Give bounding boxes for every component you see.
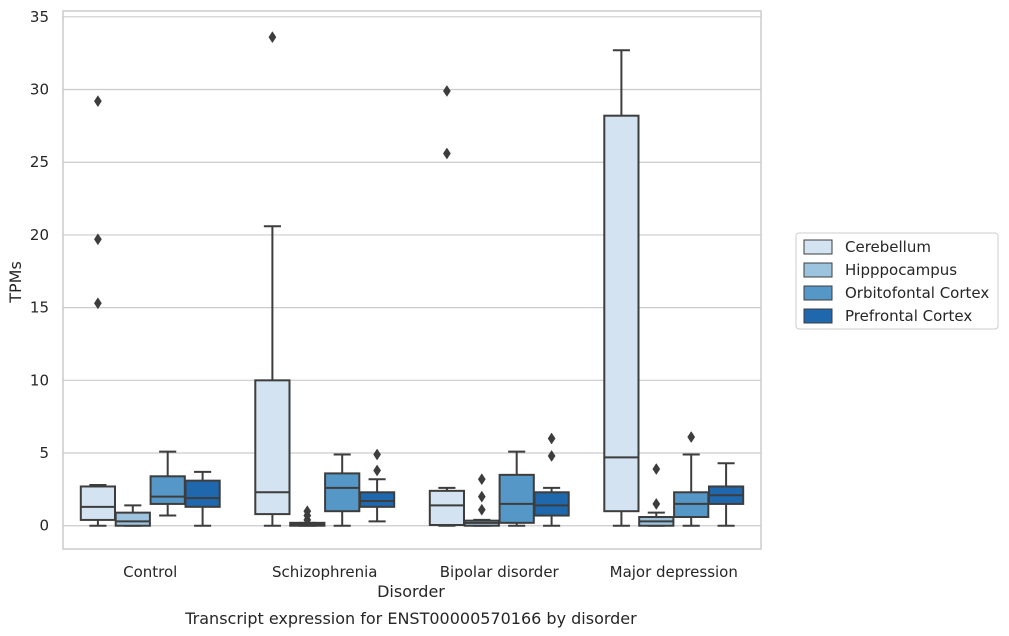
box (79, 485, 117, 521)
outlier-point (303, 505, 312, 518)
legend-label: Hipppocampus (845, 261, 957, 279)
box-group (638, 463, 675, 527)
outlier-point (687, 431, 696, 443)
y-tick-label: 25 (30, 153, 49, 171)
figure-caption: Transcript expression for ENST0000057016… (184, 609, 637, 628)
box-plots (79, 31, 745, 527)
box-group (533, 432, 570, 527)
box (254, 379, 291, 516)
outlier-point (268, 31, 277, 44)
box (358, 491, 396, 508)
legend: Cerebellum Hipppocampus Orbitofontal Corte… (795, 232, 999, 330)
outlier-point (373, 464, 381, 477)
outlier-point (652, 463, 661, 475)
box-group (707, 462, 745, 527)
box (428, 489, 466, 527)
outlier-point (373, 448, 381, 461)
legend-label: Prefrontal Cortex (845, 307, 972, 325)
box (603, 114, 640, 513)
legend-frame (795, 232, 999, 330)
legend-swatch (803, 239, 833, 255)
outlier-point (477, 503, 486, 516)
box-group (428, 85, 466, 527)
box (498, 473, 535, 524)
y-tick-labels: 0 5 10 15 20 25 30 35 (30, 8, 49, 535)
x-tick-label: Control (123, 563, 177, 581)
box (114, 511, 151, 527)
legend-label: Orbitofontal Cortex (845, 284, 989, 302)
box-group (254, 31, 291, 527)
box-group (673, 431, 710, 527)
outlier-point (547, 432, 556, 445)
box-group (149, 450, 186, 517)
box-group (324, 453, 361, 527)
outlier-point (94, 95, 102, 108)
box (149, 475, 186, 505)
outlier-point (477, 473, 486, 486)
y-tick-label: 30 (30, 81, 49, 99)
box-group (358, 448, 396, 523)
y-tick-label: 0 (39, 517, 49, 535)
outlier-point (443, 147, 451, 160)
legend-swatch (803, 262, 833, 278)
outlier-point (547, 449, 556, 462)
y-tick-label: 10 (30, 371, 49, 389)
y-tick-label: 15 (30, 299, 49, 317)
y-axis-label: TPMs (6, 261, 25, 304)
box (184, 479, 221, 508)
y-tick-label: 20 (30, 226, 49, 244)
outlier-point (652, 497, 661, 510)
box-group (498, 450, 535, 527)
x-tick-label: Bipolar disorder (440, 563, 560, 581)
x-tick-label: Schizophrenia (272, 563, 377, 581)
box-group (603, 49, 640, 527)
outlier-point (477, 490, 486, 503)
outlier-point (94, 297, 102, 310)
legend-swatch (803, 308, 833, 324)
legend-swatch (803, 285, 833, 301)
box-group (463, 473, 500, 527)
plot-area-frame (62, 10, 762, 550)
gridlines (63, 16, 761, 527)
box-group (184, 470, 221, 527)
box-group (114, 504, 151, 527)
legend-label: Cerebellum (845, 238, 931, 256)
x-tick-labels: Control Schizophrenia Bipolar disorder Majo… (123, 563, 738, 581)
y-tick-label: 35 (30, 8, 49, 26)
box-group (289, 505, 326, 527)
x-tick-label: Major depression (610, 563, 738, 581)
outlier-point (94, 233, 102, 246)
box (324, 472, 361, 513)
box (533, 491, 570, 517)
y-tick-label: 5 (39, 444, 49, 462)
outlier-point (443, 85, 451, 97)
x-axis-label: Disorder (377, 582, 445, 601)
box-group (79, 95, 117, 527)
